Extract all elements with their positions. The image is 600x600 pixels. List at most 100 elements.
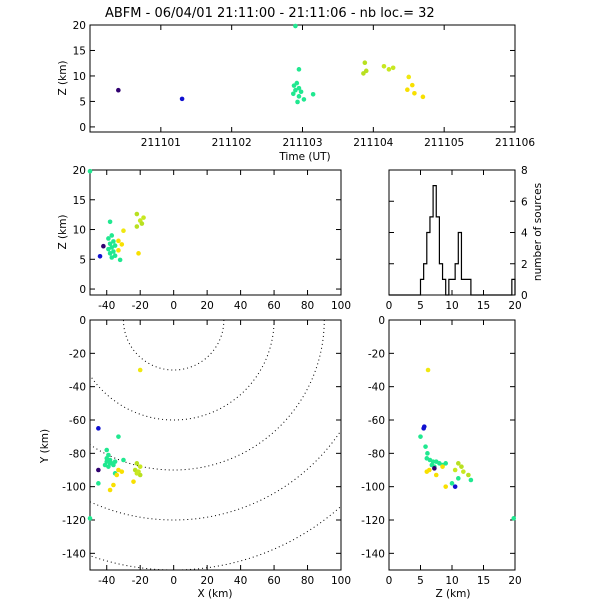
x-height-source-point	[109, 233, 115, 238]
x-height-xtick-label: 60	[267, 300, 280, 312]
plan-view-source-point	[134, 471, 140, 476]
histogram-xtick-label: 5	[417, 300, 424, 312]
time-height-points	[116, 23, 426, 105]
plan-view-frame	[89, 319, 342, 571]
side-view-source-point	[425, 367, 431, 373]
x-height-source-point	[111, 239, 116, 244]
time-height-ticks: 211101 211102 211103 211104 211105 211106 0 5 10…	[73, 20, 536, 149]
side-view-ytick-label: -100	[361, 482, 385, 494]
time-height-ytick-label: 10	[73, 71, 86, 83]
time-height-frame	[89, 24, 516, 133]
x-height-source-point	[107, 251, 113, 256]
histogram-ytick-label: 6	[521, 196, 528, 208]
side-view-xtick-label: 0	[386, 575, 393, 587]
time-height-ytick-label: 0	[79, 122, 86, 134]
plan-view-ticks: -40 -20 0 20 40 60 80 100 0 -20 -40 -60 -80 -100 -120 -…	[62, 315, 351, 587]
plan-view-ytick-label: -60	[69, 415, 86, 427]
plan-view-source-point	[116, 434, 121, 439]
plan-view-source-point	[96, 481, 101, 486]
side-view-source-point	[433, 472, 439, 478]
x-height-source-point	[117, 257, 123, 263]
x-height-source-point	[134, 224, 140, 229]
plan-view-source-point	[121, 457, 126, 463]
plan-view-source-point	[112, 459, 118, 464]
time-height-xtick-label: 211102	[212, 137, 252, 149]
histogram-ytick-label: 4	[521, 228, 528, 240]
side-view-xtick-label: 10	[445, 575, 458, 587]
plan-view-source-point	[114, 472, 120, 478]
x-height-panel: -40 -20 0 20 40 60 80 100 0 5 10 15 20 Z (km)	[57, 165, 351, 312]
plan-view-xtick-label: 60	[267, 575, 280, 587]
plan-view-ytick-label: -20	[69, 348, 86, 360]
time-height-ytick-label: 5	[79, 96, 86, 108]
time-height-source-point	[295, 99, 300, 105]
plan-view-source-point	[131, 479, 136, 484]
time-height-source-point	[406, 74, 412, 80]
side-view-source-point	[466, 472, 471, 478]
side-view-source-point	[456, 461, 461, 466]
time-height-source-point	[362, 60, 368, 66]
x-height-source-point	[106, 246, 111, 252]
side-view-ytick-label: -60	[368, 415, 385, 427]
plan-view-ytick-label: -140	[62, 548, 86, 560]
time-height-source-point	[409, 82, 415, 88]
plan-view-xtick-label: 100	[331, 575, 351, 587]
x-height-source-point	[87, 168, 93, 174]
x-height-source-point	[139, 221, 145, 226]
side-view-source-point	[427, 467, 432, 473]
x-height-ytick-label: 10	[73, 225, 86, 237]
plan-view-ytick-label: 0	[79, 315, 86, 327]
time-height-xlabel: Time (UT)	[278, 151, 330, 163]
histogram-frame	[388, 169, 516, 296]
side-view-source-point	[456, 476, 461, 481]
side-view-xtick-label: 20	[508, 575, 521, 587]
x-height-xtick-label: 80	[301, 300, 314, 312]
side-view-source-point	[461, 469, 466, 474]
x-height-source-point	[119, 242, 125, 247]
time-height-xtick-label: 211105	[424, 137, 464, 149]
side-view-ytick-label: 0	[378, 315, 385, 327]
x-height-source-point	[106, 236, 111, 241]
side-view-ytick-label: -40	[368, 382, 385, 394]
x-height-frame	[89, 169, 342, 296]
x-height-xtick-label: -40	[98, 300, 115, 312]
time-height-source-point	[310, 91, 316, 97]
histogram-ytick-label: 2	[521, 259, 528, 271]
histogram-ytick-label: 8	[521, 165, 528, 177]
side-view-ytick-label: -80	[368, 448, 385, 460]
time-height-ylabel: Z (km)	[57, 60, 69, 95]
time-height-source-point	[291, 83, 297, 88]
time-height-ytick-label: 15	[73, 45, 86, 57]
x-height-source-point	[107, 219, 113, 225]
side-view-source-point	[425, 451, 430, 456]
x-height-xtick-label: 40	[234, 300, 247, 312]
side-view-source-point	[511, 516, 517, 521]
side-view-source-point	[443, 484, 449, 489]
time-height-source-point	[179, 96, 185, 102]
plan-view-xtick-label: -40	[98, 575, 115, 587]
x-height-ytick-label: 5	[79, 254, 86, 266]
x-height-source-point	[97, 254, 103, 259]
histogram-xtick-label: 15	[477, 300, 490, 312]
x-height-ytick-label: 15	[73, 195, 86, 207]
plan-view-ylabel: Y (km)	[39, 429, 51, 464]
histogram-xtick-label: 10	[445, 300, 458, 312]
plan-view-source-point	[102, 462, 108, 468]
plan-view-source-point	[111, 482, 116, 488]
x-height-source-point	[109, 255, 115, 260]
side-view-source-point	[421, 424, 427, 429]
plan-view-source-point	[87, 516, 93, 521]
plan-view-source-point	[96, 467, 101, 473]
time-height-source-point	[293, 87, 298, 93]
side-view-source-point	[459, 464, 464, 469]
x-height-source-point	[116, 238, 121, 244]
side-view-source-point	[423, 444, 428, 449]
x-height-source-point	[121, 228, 126, 234]
x-height-ytick-label: 20	[73, 165, 86, 177]
side-view-ytick-label: -120	[361, 515, 385, 527]
plan-view-points	[87, 367, 143, 521]
plan-view-ytick-label: -120	[62, 515, 86, 527]
side-view-source-point	[418, 434, 423, 439]
x-height-ticks: -40 -20 0 20 40 60 80 100 0 5 10 15 20	[73, 165, 351, 312]
